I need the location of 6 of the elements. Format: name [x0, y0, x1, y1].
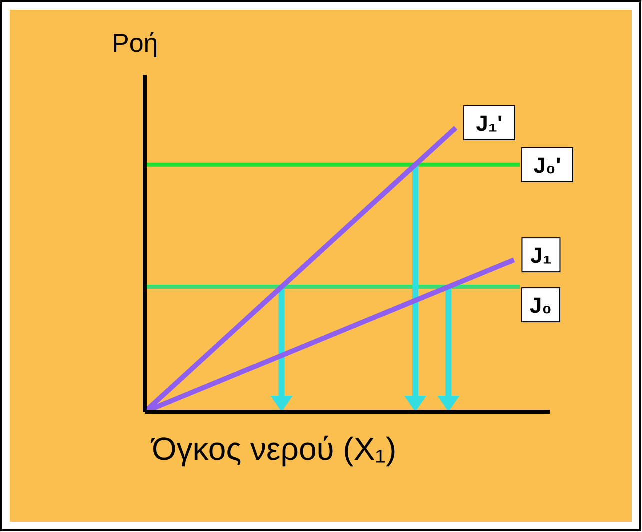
y-axis-title: Ροή [112, 28, 158, 58]
ref-line-label: J₀ [530, 293, 552, 318]
ref-line-label: J₀' [534, 152, 562, 178]
series-label: J₁' [476, 111, 503, 136]
x-axis-title: Όγκος νερού (X₁) [150, 431, 397, 467]
series-label: J₁ [530, 243, 552, 268]
